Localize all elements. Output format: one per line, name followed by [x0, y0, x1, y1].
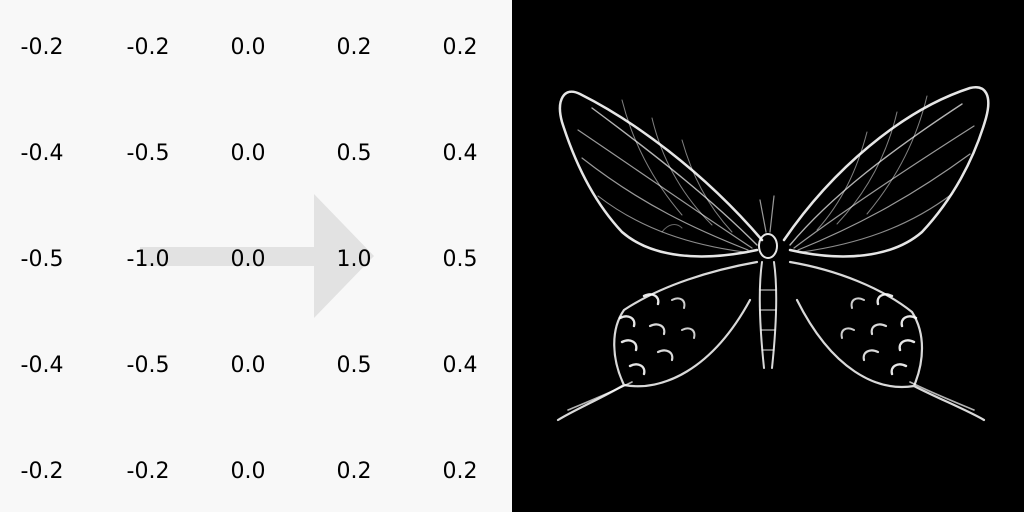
kernel-cell-r3-c1: -0.5 — [20, 247, 64, 272]
kernel-cell-r4-c5: 0.4 — [442, 353, 478, 378]
kernel-cell-r3-c4: 1.0 — [336, 247, 372, 272]
kernel-cell-r2-c3: 0.0 — [230, 141, 266, 166]
kernel-cell-r1-c2: -0.2 — [126, 35, 170, 60]
kernel-panel: -0.2 -0.2 0.0 0.2 0.2 -0.4 -0.5 0.0 0.5 0.4 -0.5 -1… — [20, 35, 478, 484]
kernel-cell-r5-c3: 0.0 — [230, 459, 266, 484]
kernel-cell-r2-c5: 0.4 — [442, 141, 478, 166]
kernel-cell-r5-c2: -0.2 — [126, 459, 170, 484]
kernel-cell-r1-c3: 0.0 — [230, 35, 266, 60]
kernel-cell-r5-c4: 0.2 — [336, 459, 372, 484]
kernel-cell-r3-c2: -1.0 — [126, 247, 170, 272]
butterfly-edge-image — [556, 85, 990, 422]
kernel-cell-r4-c2: -0.5 — [126, 353, 170, 378]
kernel-cell-r1-c5: 0.2 — [442, 35, 478, 60]
kernel-cell-r5-c5: 0.2 — [442, 459, 478, 484]
kernel-cell-r4-c3: 0.0 — [230, 353, 266, 378]
kernel-cell-r2-c2: -0.5 — [126, 141, 170, 166]
kernel-cell-r2-c1: -0.4 — [20, 141, 64, 166]
kernel-cell-r5-c1: -0.2 — [20, 459, 64, 484]
kernel-cell-r4-c4: 0.5 — [336, 353, 372, 378]
kernel-cell-r1-c1: -0.2 — [20, 35, 64, 60]
right-arrow-icon — [140, 194, 374, 318]
kernel-cell-r1-c4: 0.2 — [336, 35, 372, 60]
kernel-cell-r4-c1: -0.4 — [20, 353, 64, 378]
edge-detected-image — [512, 0, 1024, 512]
kernel-cell-r3-c3: 0.0 — [230, 247, 266, 272]
kernel-cell-r2-c4: 0.5 — [336, 141, 372, 166]
kernel-cell-r3-c5: 0.5 — [442, 247, 478, 272]
